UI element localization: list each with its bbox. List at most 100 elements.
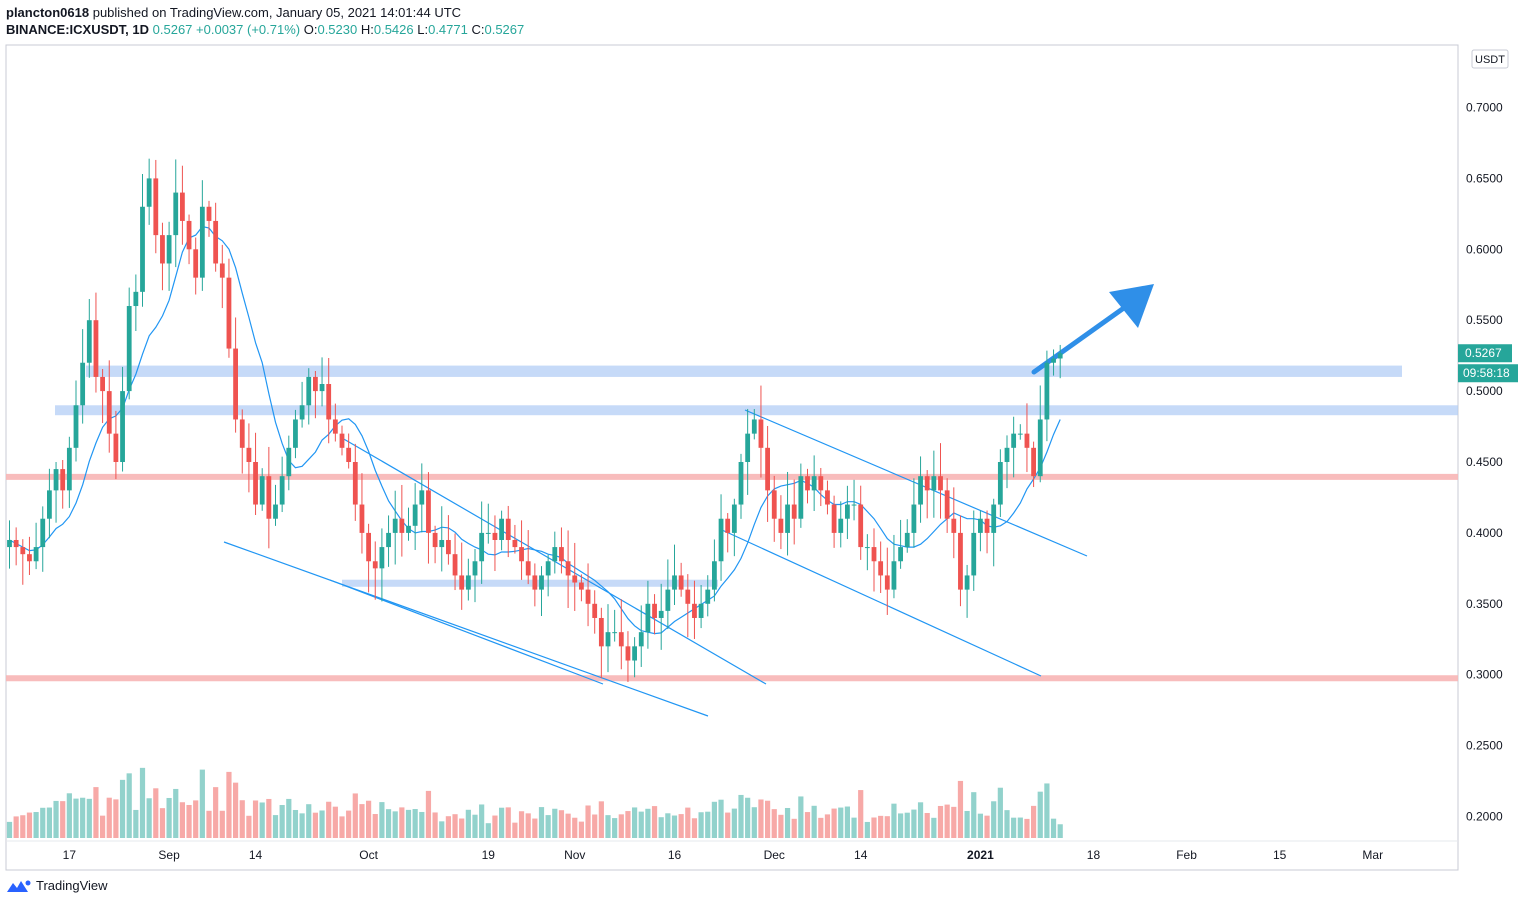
volume-bar: [618, 814, 624, 838]
volume-bar: [1031, 805, 1037, 838]
candle-body: [525, 561, 531, 576]
candle-body: [605, 632, 611, 647]
candle-body: [665, 589, 671, 611]
candle-body: [133, 291, 139, 307]
volume-bar: [884, 816, 890, 838]
candle-body: [519, 547, 524, 562]
candle-body: [692, 603, 697, 618]
candle-body: [964, 575, 970, 590]
trendlines: [223, 284, 1154, 717]
volume-bar: [858, 790, 864, 838]
candle-body: [86, 320, 92, 363]
time-tick-label: Sep: [158, 848, 180, 862]
candle-body: [219, 263, 225, 278]
candle-body: [166, 235, 172, 264]
candle-body: [991, 504, 997, 533]
candle-body: [73, 405, 79, 448]
support-zone: [342, 579, 718, 587]
volume-bar: [891, 803, 897, 838]
candle-body: [612, 632, 618, 634]
volume-bar: [80, 797, 86, 838]
volume-bar: [598, 801, 604, 838]
volume-bar: [359, 804, 365, 838]
publish-date: published on TradingView.com, January 05…: [92, 5, 462, 20]
candle-body: [1004, 447, 1010, 462]
candle-body: [658, 610, 664, 618]
candle-body: [47, 490, 52, 519]
volume-bar: [272, 815, 279, 838]
candle-body: [93, 320, 99, 377]
candle-body: [818, 476, 824, 491]
candle-body: [346, 447, 352, 462]
candle-body: [1051, 358, 1056, 363]
volume-bar: [665, 813, 671, 838]
price-tick-label: 0.3000: [1466, 668, 1503, 682]
candle-body: [552, 547, 558, 562]
candle-body: [831, 504, 837, 533]
volume-bar: [266, 798, 272, 838]
volume-bar: [239, 800, 245, 838]
volume-bar: [326, 801, 332, 838]
candle-body: [479, 532, 485, 562]
high-value: 0.5426: [373, 22, 414, 37]
candle-body: [193, 249, 199, 278]
candle-body: [864, 547, 870, 549]
volume-bar: [731, 808, 737, 838]
volume-bar: [658, 817, 664, 838]
candle-body: [113, 433, 119, 462]
volume-bar: [193, 800, 199, 838]
candle-body: [452, 554, 458, 576]
volume-bar: [612, 818, 618, 838]
time-tick-label: Mar: [1362, 848, 1383, 862]
volume-bar: [671, 815, 678, 838]
volume-bar: [937, 805, 944, 838]
symbol-legend: BINANCE:ICXUSDT, 1D 0.5267 +0.0037 (+0.7…: [6, 22, 524, 37]
volume-bar: [106, 797, 112, 838]
candle-body: [199, 206, 205, 278]
volume-bar: [46, 807, 52, 838]
candle-body: [146, 178, 152, 207]
volume-bar: [166, 797, 172, 838]
close-label: C:: [471, 22, 485, 37]
candle-body: [293, 419, 298, 448]
candle-body: [625, 646, 631, 661]
volume-bar: [745, 797, 751, 838]
time-axis[interactable]: 17 Sep 14 Oct 19 Nov 16 Dec 14 2021 18 Feb 15 Mar: [63, 848, 1383, 862]
volume-bar: [1044, 783, 1050, 838]
price-axis[interactable]: USDT 0.7000 0.6500 0.6000 0.5500 0.5000 0.4500…: [1466, 49, 1509, 824]
candle-body: [379, 547, 385, 569]
tradingview-logo[interactable]: TradingView: [6, 878, 108, 893]
candle-body: [80, 362, 86, 406]
volume-bar: [725, 812, 731, 838]
volume-bar: [259, 802, 265, 838]
volume-bar: [126, 773, 132, 838]
symbol-label[interactable]: BINANCE:ICXUSDT, 1D: [6, 22, 150, 37]
volume-bar: [984, 815, 990, 838]
volume-bar: [944, 804, 950, 838]
volume-bar: [119, 779, 126, 838]
volume-bar: [100, 815, 106, 838]
candle-body: [565, 561, 571, 576]
volume-bar: [964, 810, 970, 838]
volume-bar: [552, 808, 558, 838]
volume-bar: [479, 804, 485, 838]
volume-bar: [971, 792, 977, 838]
volume-bar: [219, 810, 225, 838]
candle-body: [266, 476, 272, 519]
volume-bar: [951, 806, 957, 838]
candle-body: [725, 518, 731, 533]
candle-body: [140, 206, 145, 292]
candle-body: [1017, 433, 1023, 435]
support-line: [6, 675, 1458, 682]
candle-body: [685, 589, 691, 604]
candle-body: [585, 589, 591, 604]
candle-body: [924, 476, 930, 491]
candle-body: [239, 419, 245, 448]
volume-bar: [751, 807, 757, 838]
candle-body: [505, 518, 511, 540]
volume-bar: [252, 800, 259, 838]
candle-body: [745, 433, 751, 462]
publisher-name[interactable]: plancton0618: [6, 5, 90, 20]
candle-body: [1011, 433, 1017, 448]
